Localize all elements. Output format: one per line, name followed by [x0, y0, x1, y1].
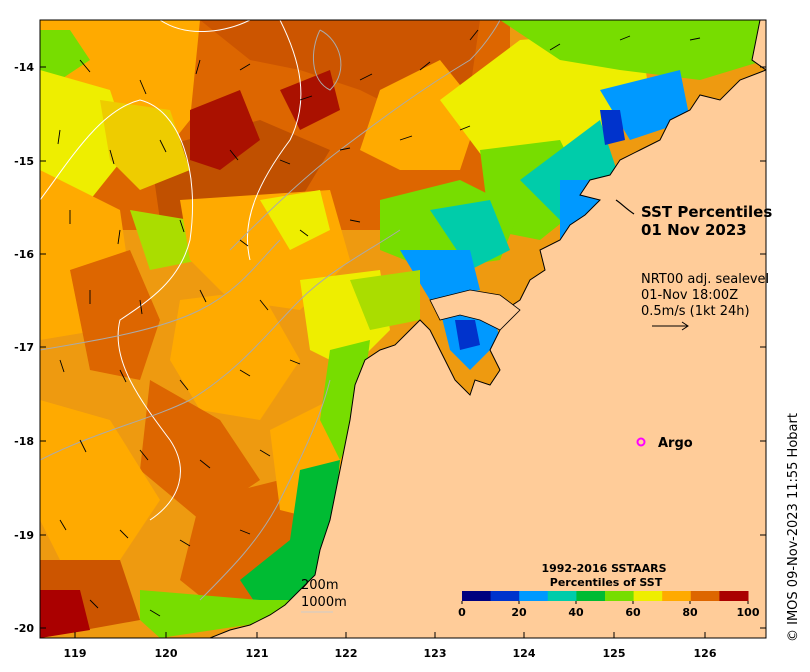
colorbar-swatch: [605, 591, 635, 601]
lon-tick-label: 119: [64, 647, 87, 660]
land-mass: [209, 69, 766, 638]
sealevel-time: 01-Nov 18:00Z: [641, 288, 738, 303]
sst-field: [40, 20, 766, 638]
map-frame: [39, 19, 767, 639]
colorbar-swatches: [461, 591, 749, 604]
lat-tick: -16: [14, 248, 766, 261]
lat-tick: -20: [14, 622, 766, 635]
colorbar-swatch: [690, 591, 720, 601]
copyright-credit: © IMOS 09-Nov-2023 11:55 Hobart: [786, 413, 801, 642]
colorbar-swatch: [576, 591, 606, 601]
land-northeast: [751, 20, 766, 71]
vector-scale-label: 0.5m/s (1kt 24h): [641, 304, 750, 319]
colorbar-tick-label: 40: [568, 606, 584, 619]
argo-label: Argo: [658, 436, 693, 451]
land-inlet: [429, 289, 521, 331]
lon-tick: 120: [155, 632, 178, 660]
contour-label-1000m: 1000m: [301, 595, 347, 610]
lat-axis: -14 -15 -16 -17 -18 -19 -20: [14, 61, 766, 635]
lon-tick: 122: [335, 632, 358, 660]
colorbar: 1992-2016 SSTAARS Percentiles of SST 0 2…: [458, 562, 760, 619]
lat-tick-label: -18: [14, 435, 34, 448]
colorbar-swatch: [547, 591, 577, 601]
lon-tick: 124: [513, 632, 536, 660]
colorbar-swatch: [519, 591, 549, 601]
contour-label-200m: 200m: [301, 578, 338, 593]
colorbar-title: 1992-2016 SSTAARS: [541, 562, 666, 575]
map-date: 01 Nov 2023: [641, 221, 747, 239]
lat-tick: -18: [14, 435, 766, 448]
lat-tick: -14: [14, 61, 766, 74]
lat-tick-label: -14: [14, 61, 34, 74]
lat-tick-label: -16: [14, 248, 34, 261]
colorbar-tick-label: 100: [737, 606, 760, 619]
lon-tick: 119: [64, 632, 87, 660]
colorbar-tick-label: 20: [511, 606, 527, 619]
sealevel-product: NRT00 adj. sealevel: [641, 272, 769, 287]
lon-tick-label: 122: [335, 647, 358, 660]
colorbar-swatch: [490, 591, 520, 601]
colorbar-swatch: [662, 591, 692, 601]
lon-tick-label: 123: [424, 647, 447, 660]
lon-tick: 125: [603, 632, 626, 660]
colorbar-subtitle: Percentiles of SST: [550, 576, 663, 589]
lat-tick-label: -20: [14, 622, 34, 635]
colorbar-tick-label: 80: [682, 606, 698, 619]
current-vectors: [57, 29, 701, 617]
lat-tick: -17: [14, 341, 766, 354]
lon-tick-label: 125: [603, 647, 626, 660]
colorbar-swatch: [462, 591, 492, 601]
lat-tick: -15: [14, 155, 766, 168]
lon-tick: 121: [246, 632, 269, 660]
lon-tick-label: 124: [513, 647, 536, 660]
lon-tick: 126: [694, 632, 717, 660]
lat-tick-label: -15: [14, 155, 34, 168]
vector-scale-arrow: [652, 321, 689, 331]
colorbar-tick-label: 60: [625, 606, 641, 619]
colorbar-tick-label: 0: [458, 606, 466, 619]
lon-tick-label: 120: [155, 647, 178, 660]
lon-axis: 119 120 121 122 123 124 125 126: [64, 632, 717, 660]
lon-tick: 123: [424, 632, 447, 660]
lon-tick-label: 121: [246, 647, 269, 660]
map-title: SST Percentiles: [641, 203, 772, 221]
colorbar-swatch: [633, 591, 663, 601]
colorbar-ticks: 0 20 40 60 80 100: [458, 606, 760, 619]
lat-tick-label: -17: [14, 341, 34, 354]
colorbar-swatch: [719, 591, 749, 601]
lat-tick: -19: [14, 529, 766, 542]
title-pointer: [615, 199, 635, 215]
lon-tick-label: 126: [694, 647, 717, 660]
argo-marker: [636, 437, 646, 447]
lat-tick-label: -19: [14, 529, 34, 542]
bathymetry-contours: [40, 20, 501, 601]
